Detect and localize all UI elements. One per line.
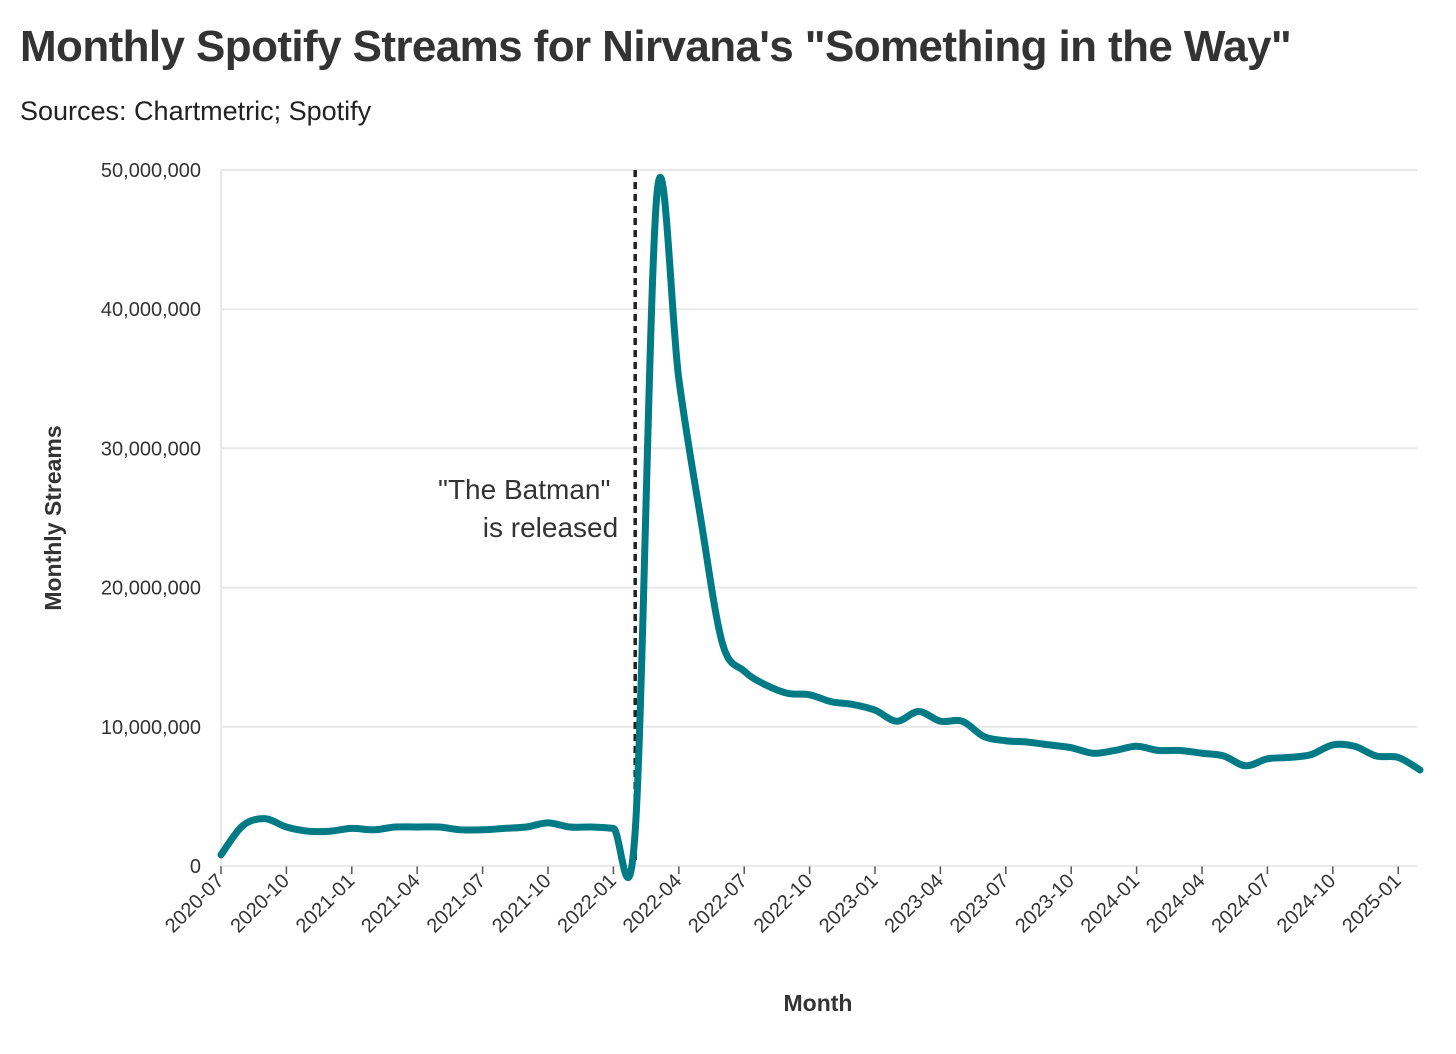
series-line-streams (217, 173, 1424, 882)
x-tick-label: 2025-01 (1338, 870, 1405, 937)
y-tick-label: 30,000,000 (101, 438, 201, 460)
y-axis-title: Monthly Streams (40, 425, 66, 610)
x-tick-label: 2022-07 (684, 870, 751, 937)
x-tick-label: 2020-07 (161, 870, 228, 937)
annotation-text: "The Batman" is released (438, 474, 618, 543)
x-tick-label: 2024-10 (1273, 870, 1340, 937)
chart-title: Monthly Spotify Streams for Nirvana's "S… (20, 22, 1292, 71)
x-tick-label: 2021-10 (488, 870, 555, 937)
x-tick-label: 2023-10 (1011, 870, 1078, 937)
x-axis-title: Month (784, 990, 853, 1016)
x-tick-label: 2023-04 (880, 870, 947, 937)
chart-subtitle: Sources: Chartmetric; Spotify (20, 96, 372, 126)
x-tick-label: 2024-01 (1077, 870, 1144, 937)
x-tick-label: 2023-07 (946, 870, 1013, 937)
x-tick-label: 2022-01 (553, 870, 620, 937)
y-tick-label: 20,000,000 (101, 578, 201, 600)
x-tick-label: 2024-07 (1207, 870, 1274, 937)
y-tick-label: 50,000,000 (101, 160, 201, 182)
x-tick-label: 2020-10 (226, 870, 293, 937)
x-tick-label: 2021-04 (357, 870, 424, 937)
x-tick-label: 2024-04 (1142, 870, 1209, 937)
x-tick-label: 2021-07 (423, 870, 490, 937)
y-tick-label: 10,000,000 (101, 717, 201, 739)
x-tick-label: 2021-01 (292, 870, 359, 937)
annotation-line-2: is released (483, 512, 618, 543)
y-axis-ticks: 0 10,000,000 20,000,000 30,000,000 40,000,00… (101, 160, 201, 878)
annotation-line-1: "The Batman" (438, 474, 610, 505)
y-tick-label: 0 (190, 856, 201, 878)
x-tick-label: 2023-01 (815, 870, 882, 937)
x-tick-label: 2022-10 (750, 870, 817, 937)
gridlines (220, 169, 1417, 866)
x-axis-ticks: 2020-072020-102021-012021-042021-072021-… (161, 866, 1406, 937)
y-tick-label: 40,000,000 (101, 299, 201, 321)
